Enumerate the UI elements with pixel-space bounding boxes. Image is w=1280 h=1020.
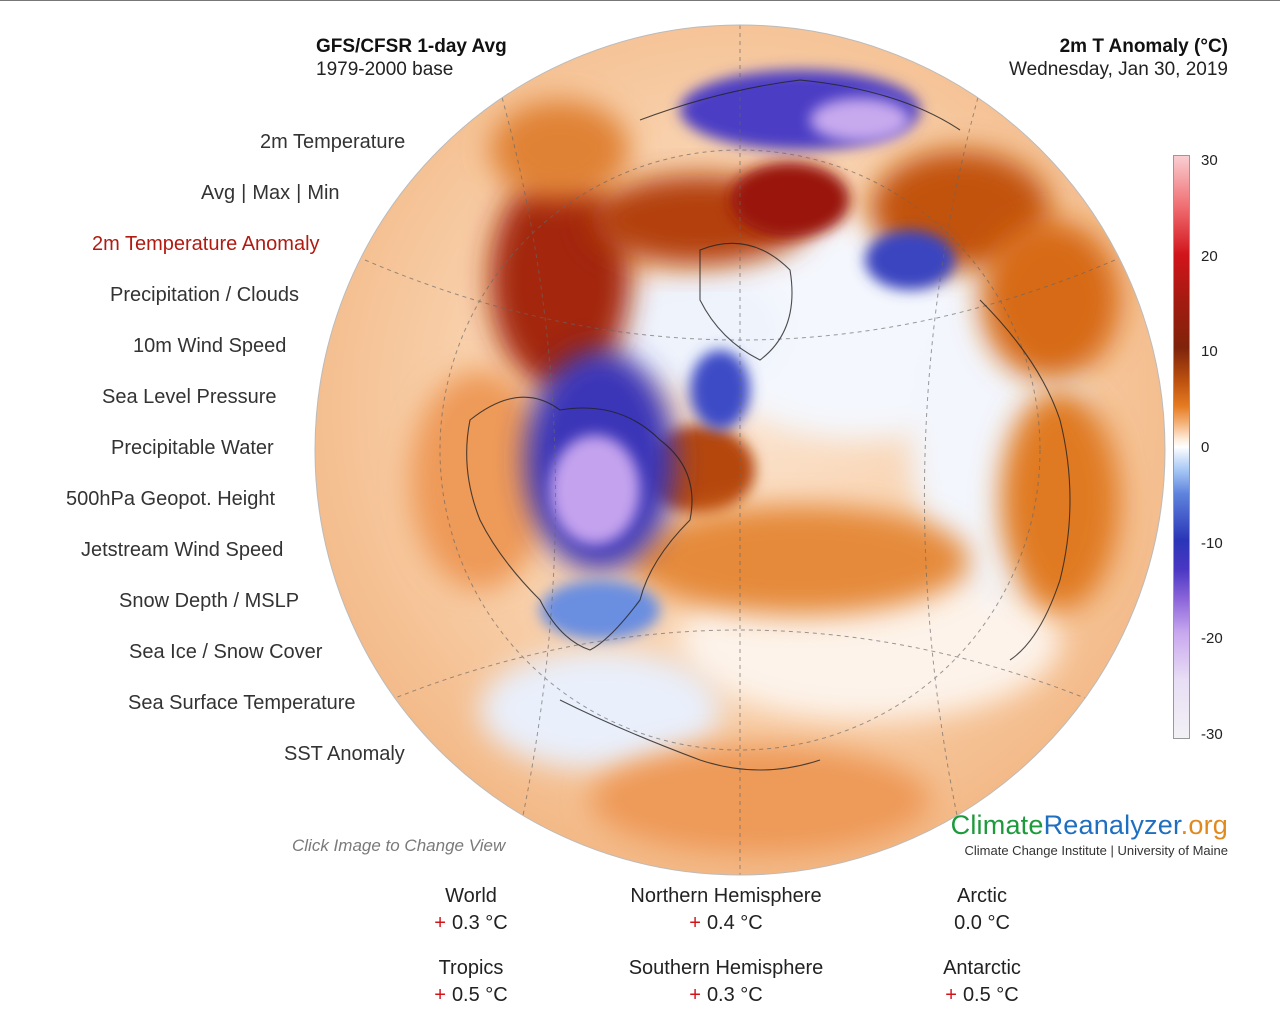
stat-value: 0.0 °C bbox=[954, 912, 1010, 934]
brand-block: ClimateReanalyzer.org Climate Change Ins… bbox=[951, 810, 1228, 858]
menu-precipitation-clouds[interactable]: Precipitation / Clouds bbox=[110, 284, 299, 306]
menu-precipitable-water[interactable]: Precipitable Water bbox=[111, 437, 274, 459]
stat-northern-hemisphere: Northern Hemisphere +0.4 °C bbox=[596, 885, 856, 935]
colorbar-label: 10 bbox=[1201, 343, 1218, 360]
stat-southern-hemisphere: Southern Hemisphere +0.3 °C bbox=[596, 957, 856, 1007]
logo-climate: Climate bbox=[950, 810, 1044, 840]
brand-subtitle: Climate Change Institute | University of… bbox=[964, 843, 1229, 858]
colorbar-label: 30 bbox=[1201, 152, 1218, 169]
menu-2m-temperature-anomaly[interactable]: 2m Temperature Anomaly bbox=[92, 233, 320, 255]
menu-10m-wind-speed[interactable]: 10m Wind Speed bbox=[133, 335, 287, 357]
click-hint: Click Image to Change View bbox=[292, 836, 506, 855]
dataset-name: GFS/CFSR 1-day Avg bbox=[316, 36, 507, 57]
stat-arctic: Arctic 0.0 °C bbox=[852, 885, 1112, 935]
variable-title: 2m T Anomaly (°C) Wednesday, Jan 30, 201… bbox=[1009, 36, 1228, 81]
positive-sign: + bbox=[689, 984, 701, 1006]
globe-outline bbox=[314, 24, 1166, 876]
stat-tropics: Tropics +0.5 °C bbox=[341, 957, 601, 1007]
menu-avg-max-min: Avg | Max | Min bbox=[201, 182, 340, 205]
colorbar-label: -30 bbox=[1201, 726, 1223, 743]
positive-sign: + bbox=[689, 912, 701, 934]
menu-500hpa-geopotential-height[interactable]: 500hPa Geopot. Height bbox=[66, 488, 276, 510]
menu-separator: | bbox=[296, 182, 302, 204]
stat-value: +0.5 °C bbox=[945, 984, 1019, 1006]
dataset-title: GFS/CFSR 1-day Avg 1979-2000 base bbox=[316, 36, 507, 81]
stat-label: Northern Hemisphere bbox=[630, 885, 822, 907]
positive-sign: + bbox=[434, 984, 446, 1006]
menu-sst-anomaly[interactable]: SST Anomaly bbox=[284, 743, 405, 765]
positive-sign: + bbox=[434, 912, 446, 934]
stat-value: +0.3 °C bbox=[689, 984, 763, 1006]
menu-jetstream-wind-speed[interactable]: Jetstream Wind Speed bbox=[81, 539, 284, 561]
logo-reanalyzer: Reanalyzer bbox=[1043, 810, 1181, 840]
stat-value: +0.5 °C bbox=[434, 984, 508, 1006]
colorbar-label: 20 bbox=[1201, 248, 1218, 265]
baseline-period: 1979-2000 base bbox=[316, 59, 454, 80]
stat-value: +0.4 °C bbox=[689, 912, 763, 934]
logo-org: .org bbox=[1180, 810, 1228, 840]
stat-label: Tropics bbox=[438, 957, 504, 979]
menu-sea-level-pressure[interactable]: Sea Level Pressure bbox=[102, 386, 277, 408]
variable-name: 2m T Anomaly (°C) bbox=[1059, 36, 1228, 57]
colorbar bbox=[1173, 155, 1190, 739]
colorbar-label: -10 bbox=[1201, 535, 1223, 552]
anomaly-field bbox=[315, 25, 1165, 875]
menu-avg[interactable]: Avg bbox=[201, 182, 236, 204]
colorbar-label: -20 bbox=[1201, 630, 1223, 647]
positive-sign: + bbox=[945, 984, 957, 1006]
climate-reanalyzer-logo[interactable]: ClimateReanalyzer.org bbox=[951, 810, 1228, 841]
top-border bbox=[0, 0, 1280, 1]
stat-label: World bbox=[445, 885, 497, 907]
stat-world: World +0.3 °C bbox=[341, 885, 601, 935]
stat-value: +0.3 °C bbox=[434, 912, 508, 934]
menu-2m-temperature[interactable]: 2m Temperature bbox=[260, 131, 406, 153]
map-date: Wednesday, Jan 30, 2019 bbox=[1008, 59, 1228, 80]
stat-label: Arctic bbox=[957, 885, 1007, 907]
stat-label: Southern Hemisphere bbox=[628, 957, 824, 979]
menu-min[interactable]: Min bbox=[307, 182, 340, 204]
stat-label: Antarctic bbox=[943, 957, 1021, 979]
menu-sea-surface-temperature[interactable]: Sea Surface Temperature bbox=[128, 692, 356, 714]
colorbar-label: 0 bbox=[1201, 439, 1210, 456]
menu-sea-ice-snow-cover[interactable]: Sea Ice / Snow Cover bbox=[129, 641, 323, 663]
menu-max[interactable]: Max bbox=[252, 182, 291, 204]
menu-snow-depth-mslp[interactable]: Snow Depth / MSLP bbox=[119, 590, 300, 612]
stat-antarctic: Antarctic +0.5 °C bbox=[852, 957, 1112, 1007]
menu-separator: | bbox=[241, 182, 247, 204]
